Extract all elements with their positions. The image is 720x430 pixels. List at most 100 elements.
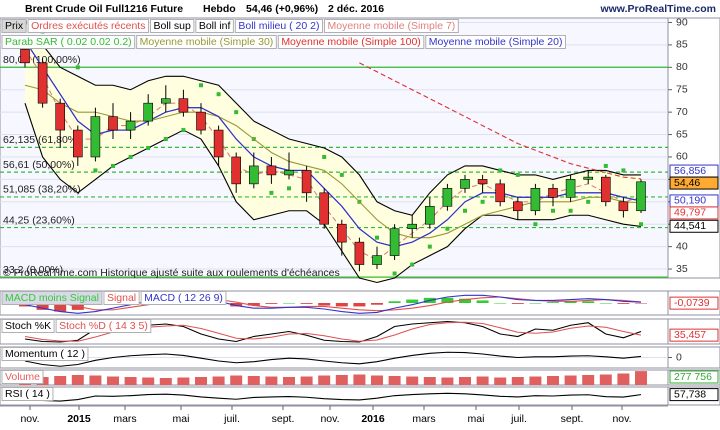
legend-label: Momentum ( 12 ) bbox=[5, 348, 85, 360]
candle-body bbox=[407, 223, 418, 229]
time-label: 2016 bbox=[361, 413, 385, 425]
sar-dot bbox=[533, 222, 538, 227]
sar-dot bbox=[216, 92, 221, 97]
legend-box bbox=[27, 19, 149, 33]
sar-dot bbox=[410, 262, 415, 267]
price-tag-label: 54,46 bbox=[674, 177, 700, 189]
candle-body bbox=[495, 183, 506, 203]
indicator-bar bbox=[635, 371, 647, 385]
time-label: mai bbox=[468, 413, 485, 425]
sar-dot bbox=[199, 83, 203, 88]
indicator-bar bbox=[582, 301, 595, 303]
y-tick-label: 90 bbox=[676, 16, 688, 28]
y-tick-label: 80 bbox=[676, 61, 688, 73]
indicator-bar bbox=[599, 303, 612, 304]
candle-body bbox=[530, 188, 541, 212]
price-tag bbox=[669, 388, 719, 402]
legend-box bbox=[1, 291, 103, 305]
indicator-bar bbox=[459, 298, 471, 303]
indicator-line bbox=[24, 392, 642, 402]
price-tag-label: 57,738 bbox=[674, 388, 706, 400]
indicator-bar bbox=[142, 377, 155, 385]
time-label: mai bbox=[173, 413, 190, 425]
indicator-bar bbox=[564, 375, 577, 385]
price-tag-label: 277 756 bbox=[674, 371, 712, 383]
sar-dot bbox=[445, 226, 450, 231]
legend-label: Ordres exécutés récents bbox=[31, 20, 145, 32]
indicator-bar bbox=[511, 377, 524, 385]
indicator-bar bbox=[107, 376, 119, 385]
legend-box bbox=[277, 35, 425, 49]
legend-box bbox=[425, 35, 566, 49]
candle-body bbox=[161, 98, 171, 104]
candle-body bbox=[354, 241, 365, 265]
candle-body bbox=[37, 62, 48, 104]
indicator-bar bbox=[177, 377, 190, 385]
indicator-bar bbox=[617, 373, 630, 385]
site[interactable]: www.ProRealTime.com bbox=[599, 3, 716, 15]
sar-dot bbox=[586, 199, 591, 204]
legend-label: Moyenne mobile (Simple 20) bbox=[429, 36, 563, 48]
indicator-bar bbox=[265, 376, 278, 385]
indicator-bar bbox=[635, 303, 647, 304]
copyright: © ProRealTime.com Historique ajusté suit… bbox=[3, 267, 340, 279]
indicator-line bbox=[24, 351, 642, 367]
indicator-bar bbox=[599, 374, 612, 385]
sar-dot bbox=[621, 168, 626, 173]
time-label: nov. bbox=[20, 413, 39, 425]
candle-body bbox=[90, 116, 101, 158]
sar-dot bbox=[568, 208, 573, 213]
y-tick-label: 75 bbox=[676, 84, 688, 96]
legend-box bbox=[149, 19, 195, 33]
price-tag bbox=[669, 296, 719, 310]
legend-label: Stoch %K bbox=[5, 320, 51, 332]
indicator-bar bbox=[230, 375, 243, 385]
legend-box bbox=[323, 19, 459, 33]
sar-dot bbox=[146, 146, 151, 150]
price-tag bbox=[669, 370, 719, 384]
candle-body bbox=[372, 255, 382, 265]
sar-dot bbox=[287, 186, 291, 191]
legend-label: Stoch %D ( 14 3 5) bbox=[59, 320, 148, 332]
indicator-bar bbox=[388, 376, 401, 385]
sar-dot bbox=[269, 190, 274, 195]
price-tag bbox=[669, 206, 719, 220]
indicator-bar bbox=[89, 375, 102, 385]
indicator-bar bbox=[36, 303, 49, 310]
sar-dot bbox=[111, 163, 115, 168]
indicator-line bbox=[24, 35, 641, 216]
legend-box bbox=[1, 347, 89, 361]
y-tick-label: 85 bbox=[676, 39, 688, 51]
sar-dot bbox=[128, 154, 133, 159]
sar-dot bbox=[163, 137, 168, 142]
sar-dot bbox=[392, 271, 397, 276]
candle-body bbox=[301, 170, 312, 194]
candle-body bbox=[178, 98, 189, 113]
time-label: mars bbox=[113, 413, 136, 425]
indicator-bar bbox=[159, 378, 172, 385]
indicator-bar bbox=[247, 376, 260, 385]
candle-body bbox=[55, 102, 66, 131]
candle-body bbox=[636, 181, 646, 212]
candle-body bbox=[442, 188, 453, 207]
indicator-bar bbox=[371, 375, 383, 385]
indicator-bar bbox=[318, 375, 331, 385]
time-label: nov. bbox=[320, 413, 339, 425]
indicator-bar bbox=[335, 303, 348, 307]
fib-label: 51,085 (38,20%) bbox=[3, 184, 81, 196]
indicator-bar bbox=[335, 375, 348, 385]
fib-label: 44,25 (23,60%) bbox=[3, 214, 75, 226]
legend-label: Moyenne mobile (Simple 30) bbox=[140, 36, 274, 48]
indicator-line bbox=[359, 62, 642, 180]
indicator-bar bbox=[476, 376, 489, 385]
bollinger-band bbox=[25, 35, 641, 283]
time-label: juil. bbox=[510, 413, 527, 425]
indicator-bar bbox=[441, 377, 454, 385]
fib-label: 56,61 (50,00%) bbox=[3, 159, 75, 171]
legend-label: Boll inf bbox=[199, 20, 231, 32]
price-tag-label: 50,190 bbox=[674, 195, 706, 207]
legend-box bbox=[103, 291, 140, 305]
time-label: nov. bbox=[612, 413, 631, 425]
price-tag-label: 44,541 bbox=[674, 220, 706, 232]
